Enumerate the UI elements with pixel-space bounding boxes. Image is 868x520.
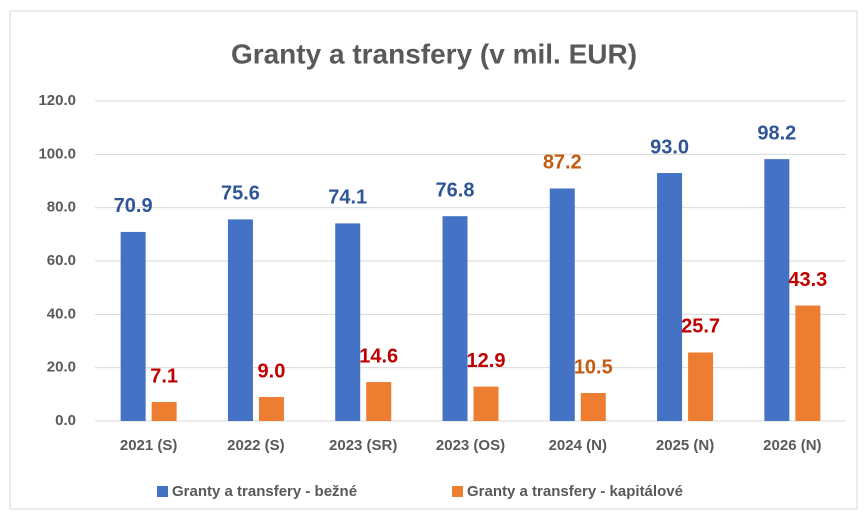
data-label: 10.5 [574, 356, 613, 378]
data-label: 98.2 [757, 122, 796, 144]
bar [764, 159, 790, 421]
bar [151, 402, 177, 421]
y-tick-label: 100.0 [38, 145, 76, 162]
x-tick-label: 2023 (SR) [329, 437, 397, 454]
data-label: 76.8 [436, 179, 475, 201]
legend-swatch [157, 486, 168, 497]
y-tick-label: 80.0 [47, 199, 76, 216]
x-tick-label: 2022 (S) [227, 437, 285, 454]
bar [657, 173, 683, 421]
bar [442, 216, 468, 421]
chart-title: Granty a transfery (v mil. EUR) [231, 38, 637, 69]
bar [227, 219, 253, 421]
legend-label: Granty a transfery - bežné [172, 483, 357, 500]
data-label: 7.1 [150, 365, 178, 387]
bar [549, 188, 575, 421]
data-label: 43.3 [788, 269, 827, 291]
bar [795, 305, 821, 421]
bar [366, 382, 392, 421]
x-tick-label: 2024 (N) [549, 437, 607, 454]
bar [335, 223, 361, 421]
chart-frame [9, 10, 858, 510]
bar [473, 386, 499, 421]
data-label: 12.9 [467, 350, 506, 372]
bar [120, 231, 146, 421]
bar [580, 393, 606, 421]
data-label: 70.9 [114, 195, 153, 217]
x-tick-label: 2026 (N) [763, 437, 821, 454]
bar [258, 397, 284, 421]
data-label: 87.2 [543, 152, 582, 174]
data-label: 93.0 [650, 136, 689, 158]
data-label: 25.7 [681, 316, 720, 338]
legend-swatch [452, 486, 463, 497]
data-label: 14.6 [359, 345, 398, 367]
x-tick-label: 2025 (N) [656, 437, 714, 454]
bar [688, 352, 714, 421]
y-tick-label: 0.0 [55, 412, 76, 429]
y-tick-label: 20.0 [47, 359, 76, 376]
x-tick-label: 2021 (S) [120, 437, 178, 454]
y-tick-label: 40.0 [47, 305, 76, 322]
data-label: 75.6 [221, 183, 260, 205]
data-label: 74.1 [328, 187, 367, 209]
y-tick-label: 60.0 [47, 252, 76, 269]
data-label: 9.0 [258, 360, 286, 382]
x-tick-label: 2023 (OS) [436, 437, 505, 454]
legend-label: Granty a transfery - kapitálové [467, 483, 683, 500]
y-tick-label: 120.0 [38, 92, 76, 109]
